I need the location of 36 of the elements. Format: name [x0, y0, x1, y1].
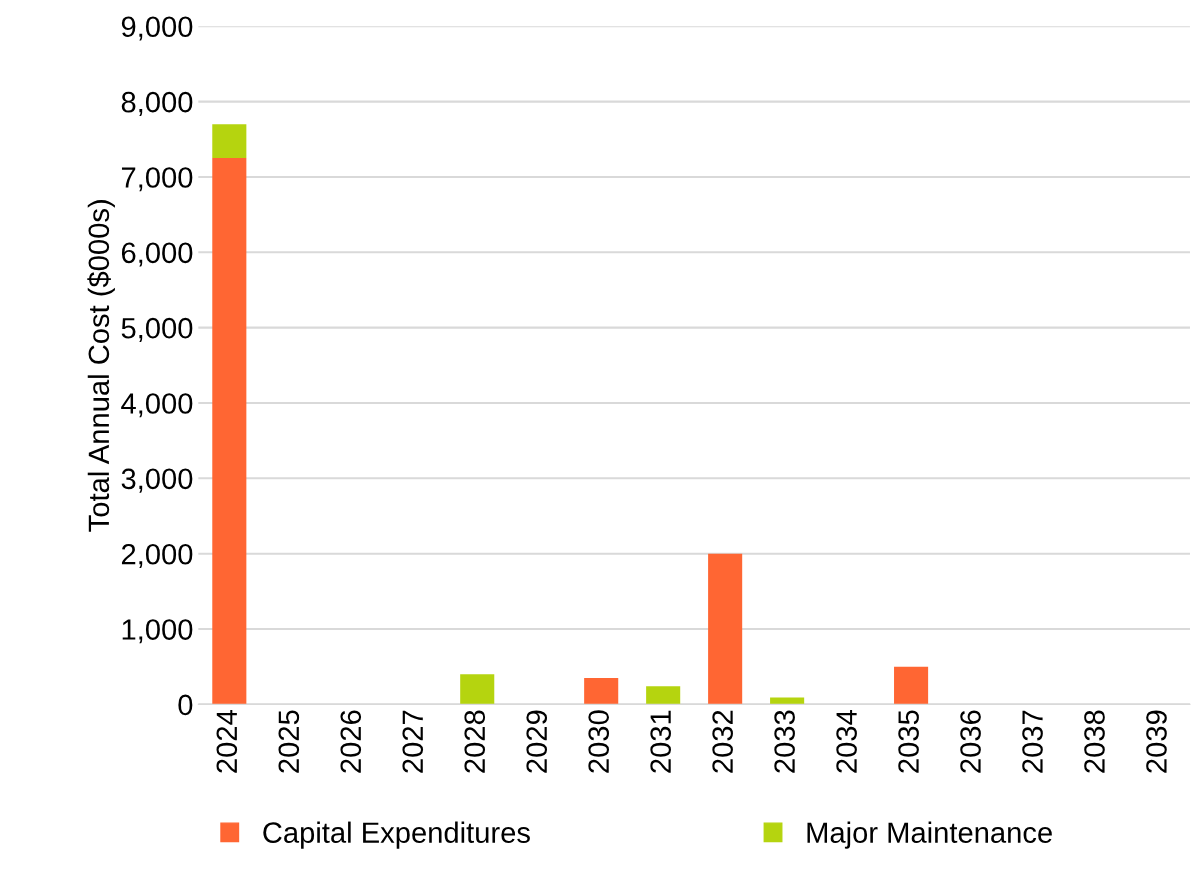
x-tick-label: 2024: [216, 710, 238, 773]
bar: [212, 158, 247, 705]
x-tick-label: 2027: [402, 710, 424, 773]
x-tick-label: 2028: [464, 710, 486, 773]
y-tick-label: 5,000: [121, 317, 193, 342]
x-tick-label: 2037: [1022, 710, 1043, 773]
x-tick-label: 2032: [712, 710, 733, 773]
y-tick-label: 3,000: [121, 468, 193, 493]
x-tick-label: 2035: [898, 710, 919, 773]
x-tick-label: 2039: [1146, 710, 1167, 773]
legend-label: Capital Expenditures: [263, 821, 530, 849]
x-tick-label: 2034: [836, 710, 857, 773]
x-tick-label: 2026: [340, 710, 362, 773]
bar: [460, 674, 495, 705]
bar: [708, 553, 743, 705]
y-tick-label: 6,000: [121, 242, 193, 267]
x-tick-label: 2038: [1084, 710, 1105, 773]
legend-label: Major Maintenance: [807, 821, 1052, 849]
bar: [212, 124, 247, 159]
x-tick-label: 2031: [650, 710, 671, 773]
y-tick-label: 7,000: [121, 167, 193, 192]
y-tick-label: 9,000: [121, 16, 193, 41]
bar: [894, 666, 929, 705]
x-tick-label: 2030: [588, 710, 610, 773]
x-tick-label: 2033: [774, 710, 795, 773]
y-tick-label: 2,000: [121, 543, 193, 568]
y-tick-label: 4,000: [121, 393, 193, 418]
y-tick-label: 8,000: [121, 91, 193, 116]
y-tick-label: 1,000: [122, 619, 193, 644]
bar: [584, 678, 619, 705]
x-tick-label: 2029: [526, 710, 548, 773]
bar: [646, 686, 681, 705]
y-tick-label: 0: [178, 694, 193, 716]
x-tick-label: 2025: [278, 710, 300, 773]
y-axis-title: Total Annual Cost ($000s): [87, 200, 115, 532]
x-tick-label: 2036: [960, 710, 981, 773]
